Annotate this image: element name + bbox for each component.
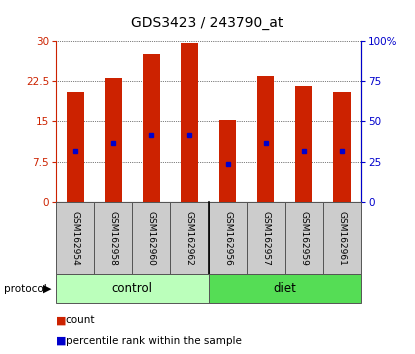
Bar	[257, 76, 274, 202]
Bar	[285, 202, 323, 274]
Bar	[219, 120, 236, 202]
Bar	[105, 78, 122, 202]
Bar	[56, 274, 209, 303]
Text: GSM162962: GSM162962	[185, 211, 194, 266]
Text: GSM162956: GSM162956	[223, 211, 232, 266]
Bar	[209, 274, 361, 303]
Bar	[333, 92, 351, 202]
Text: ■: ■	[56, 336, 66, 346]
Text: GSM162959: GSM162959	[299, 211, 308, 266]
Bar	[181, 44, 198, 202]
Bar	[94, 202, 132, 274]
Bar	[56, 202, 94, 274]
Text: GSM162961: GSM162961	[337, 211, 347, 266]
Bar	[323, 202, 361, 274]
Text: GSM162954: GSM162954	[71, 211, 80, 266]
Bar	[209, 202, 247, 274]
Text: ▶: ▶	[43, 284, 51, 293]
Text: protocol: protocol	[4, 284, 47, 293]
Bar	[295, 86, 312, 202]
Bar	[143, 54, 160, 202]
Text: percentile rank within the sample: percentile rank within the sample	[66, 336, 242, 346]
Text: control: control	[112, 282, 153, 295]
Bar	[66, 92, 84, 202]
Text: diet: diet	[273, 282, 296, 295]
Bar	[247, 202, 285, 274]
Bar	[132, 202, 171, 274]
Text: GSM162958: GSM162958	[109, 211, 118, 266]
Text: count: count	[66, 315, 95, 325]
Text: GSM162960: GSM162960	[147, 211, 156, 266]
Bar	[171, 202, 209, 274]
Text: GDS3423 / 243790_at: GDS3423 / 243790_at	[131, 16, 284, 30]
Text: ■: ■	[56, 315, 66, 325]
Text: GSM162957: GSM162957	[261, 211, 270, 266]
